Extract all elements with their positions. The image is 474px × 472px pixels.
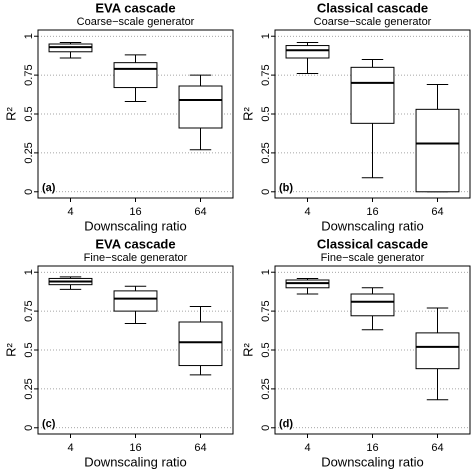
- box: [285, 45, 330, 59]
- x-tick-label: 64: [431, 206, 443, 218]
- x-tick-label: 16: [129, 206, 141, 218]
- y-tick-label: 0.5: [260, 342, 272, 357]
- y-tick-label: 0: [23, 425, 35, 431]
- x-axis-label: Downscaling ratio: [84, 454, 187, 469]
- x-tick-label: 64: [194, 442, 206, 454]
- panel-subtitle: Coarse−scale generator: [77, 16, 195, 28]
- y-tick-label: 0.25: [260, 378, 272, 399]
- panel-title: EVA cascade: [95, 0, 175, 15]
- y-tick-label: 0.25: [23, 378, 35, 399]
- y-tick-label: 0.75: [260, 64, 272, 85]
- panel-title: Classical cascade: [317, 0, 428, 15]
- y-tick-label: 0: [260, 425, 272, 431]
- box: [178, 321, 223, 367]
- x-tick-label: 4: [67, 442, 73, 454]
- y-tick-label: 0.5: [260, 106, 272, 121]
- panel-subtitle: Fine−scale generator: [321, 252, 425, 264]
- panel-title: Classical cascade: [317, 236, 428, 251]
- y-tick-label: 0: [260, 189, 272, 195]
- y-tick-label: 1: [260, 33, 272, 39]
- panel-subtitle: Fine−scale generator: [84, 252, 188, 264]
- y-tick-label: 0.75: [260, 300, 272, 321]
- y-tick-label: 0.75: [23, 64, 35, 85]
- panel-subtitle: Coarse−scale generator: [314, 16, 432, 28]
- y-tick-label: 1: [260, 269, 272, 275]
- x-axis-label: Downscaling ratio: [84, 218, 187, 233]
- panel-label: (a): [42, 182, 56, 194]
- panel-label: (c): [42, 418, 56, 430]
- x-tick-label: 16: [366, 206, 378, 218]
- y-tick-label: 0.25: [23, 142, 35, 163]
- y-tick-label: 0.75: [23, 300, 35, 321]
- y-tick-label: 0.5: [23, 106, 35, 121]
- x-axis-label: Downscaling ratio: [321, 218, 424, 233]
- box: [113, 290, 158, 312]
- x-tick-label: 16: [366, 442, 378, 454]
- y-axis-label: R²: [3, 342, 18, 356]
- y-axis-label: R²: [240, 106, 255, 120]
- x-tick-label: 64: [431, 442, 443, 454]
- box: [350, 66, 395, 124]
- x-tick-label: 16: [129, 442, 141, 454]
- box: [415, 108, 460, 193]
- box: [178, 85, 223, 129]
- y-axis-label: R²: [240, 342, 255, 356]
- x-tick-label: 64: [194, 206, 206, 218]
- x-tick-label: 4: [67, 206, 73, 218]
- y-tick-label: 0: [23, 189, 35, 195]
- x-axis-label: Downscaling ratio: [321, 454, 424, 469]
- panel-label: (d): [279, 418, 293, 430]
- x-tick-label: 4: [304, 442, 310, 454]
- panel-title: EVA cascade: [95, 236, 175, 251]
- y-tick-label: 1: [23, 33, 35, 39]
- y-tick-label: 0.5: [23, 342, 35, 357]
- y-tick-label: 1: [23, 269, 35, 275]
- panel-label: (b): [279, 182, 293, 194]
- x-tick-label: 4: [304, 206, 310, 218]
- box: [113, 62, 158, 89]
- box: [350, 293, 395, 317]
- box: [415, 332, 460, 370]
- y-tick-label: 0.25: [260, 142, 272, 163]
- y-axis-label: R²: [3, 106, 18, 120]
